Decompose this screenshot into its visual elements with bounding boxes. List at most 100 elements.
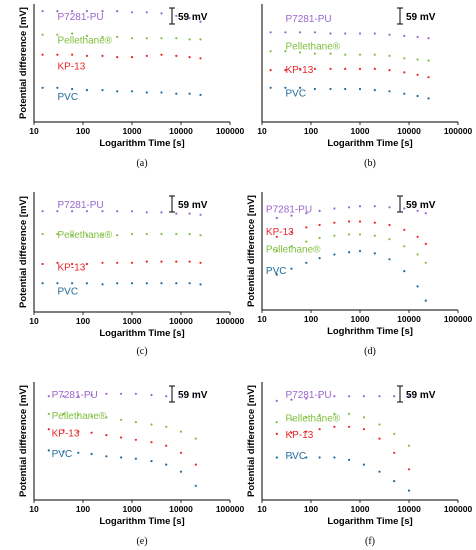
data-point [175,14,178,17]
data-point [47,449,50,452]
x-tick-label: 1000 [123,316,142,326]
data-point [199,261,202,264]
chart-panel: 10 100 1000 10000 100000 Logarithm Time [s] Po… [18,192,244,357]
data-point [416,235,419,238]
x-axis-title: Logarithm Time [s] [327,138,412,149]
series-label: Pellethane® [266,245,321,256]
data-point [41,53,44,56]
x-tick-label: 1000 [123,126,142,136]
data-point [416,209,419,212]
data-point [284,50,287,53]
data-point [116,90,119,93]
data-point [275,399,278,402]
data-point [407,468,411,471]
data-point [378,470,381,473]
data-point [62,429,65,432]
data-point [145,282,148,285]
x-tick-label: 100000 [216,126,245,136]
data-point [305,416,308,419]
data-point [393,451,396,454]
data-point [373,53,376,56]
data-point [56,210,59,213]
series-label: P7281-PU [286,390,332,401]
scale-bar-label: 59 mV [406,390,436,401]
data-point [116,282,119,285]
data-point [393,480,396,483]
data-point [424,261,427,264]
data-point [194,484,197,487]
data-point [290,418,293,421]
data-point [41,282,44,285]
data-point [41,210,44,213]
data-point [160,232,163,236]
data-point [160,260,163,263]
data-point [134,457,137,460]
data-point [71,87,74,91]
series-label: PVC [52,449,73,460]
x-tick-label: 100 [304,314,318,324]
data-point [318,413,321,417]
data-point [284,86,287,89]
data-point [71,234,74,237]
data-point [388,206,391,209]
chart-panel: 10 100 1000 10000 100000 Loghrithm Time [s] Po… [246,192,472,357]
data-point [47,428,50,431]
data-point [275,249,278,253]
data-point [284,31,287,34]
data-point [348,458,351,461]
data-point [348,251,351,254]
x-tick-label: 1000 [351,504,370,514]
data-point [120,392,123,395]
data-point [130,56,134,59]
data-point [318,396,321,399]
series-label: P7281-PU [286,14,332,25]
data-point [362,395,365,398]
data-point [188,260,191,263]
data-point [160,211,163,214]
x-tick-label: 10000 [169,126,193,136]
data-point [403,34,406,38]
x-tick-label: 10000 [397,314,421,324]
data-point [90,415,93,418]
data-point [403,57,406,60]
x-tick-label: 100 [76,126,90,136]
data-point [77,451,80,454]
data-point [101,10,104,13]
data-point [269,86,272,89]
data-point [188,17,191,20]
data-point [101,283,104,286]
data-point [313,67,316,70]
data-point [71,53,74,56]
data-point [194,396,197,399]
data-point [56,232,59,236]
data-point [179,396,183,399]
data-point [130,282,134,285]
data-point [116,234,119,237]
data-point [427,76,430,79]
data-point [199,20,202,23]
series-label: PVC [58,92,79,103]
x-tick-label: 10 [257,314,267,324]
data-point [175,212,178,215]
data-point [199,234,202,237]
data-point [56,33,59,36]
data-point [150,441,153,444]
data-point [378,437,381,440]
x-tick-label: 100 [304,126,318,136]
data-point [105,455,108,458]
data-point [299,67,302,70]
data-point [388,54,391,58]
data-point [290,398,293,401]
data-point [47,395,50,398]
data-point [145,37,148,40]
data-point [333,412,336,415]
data-point [388,90,391,93]
data-point [85,54,88,58]
data-point [313,31,316,34]
data-point [358,53,362,56]
series-label: PVC [58,286,79,297]
data-point [358,67,362,70]
data-point [424,299,427,302]
data-point [150,423,153,426]
data-point [305,430,308,433]
